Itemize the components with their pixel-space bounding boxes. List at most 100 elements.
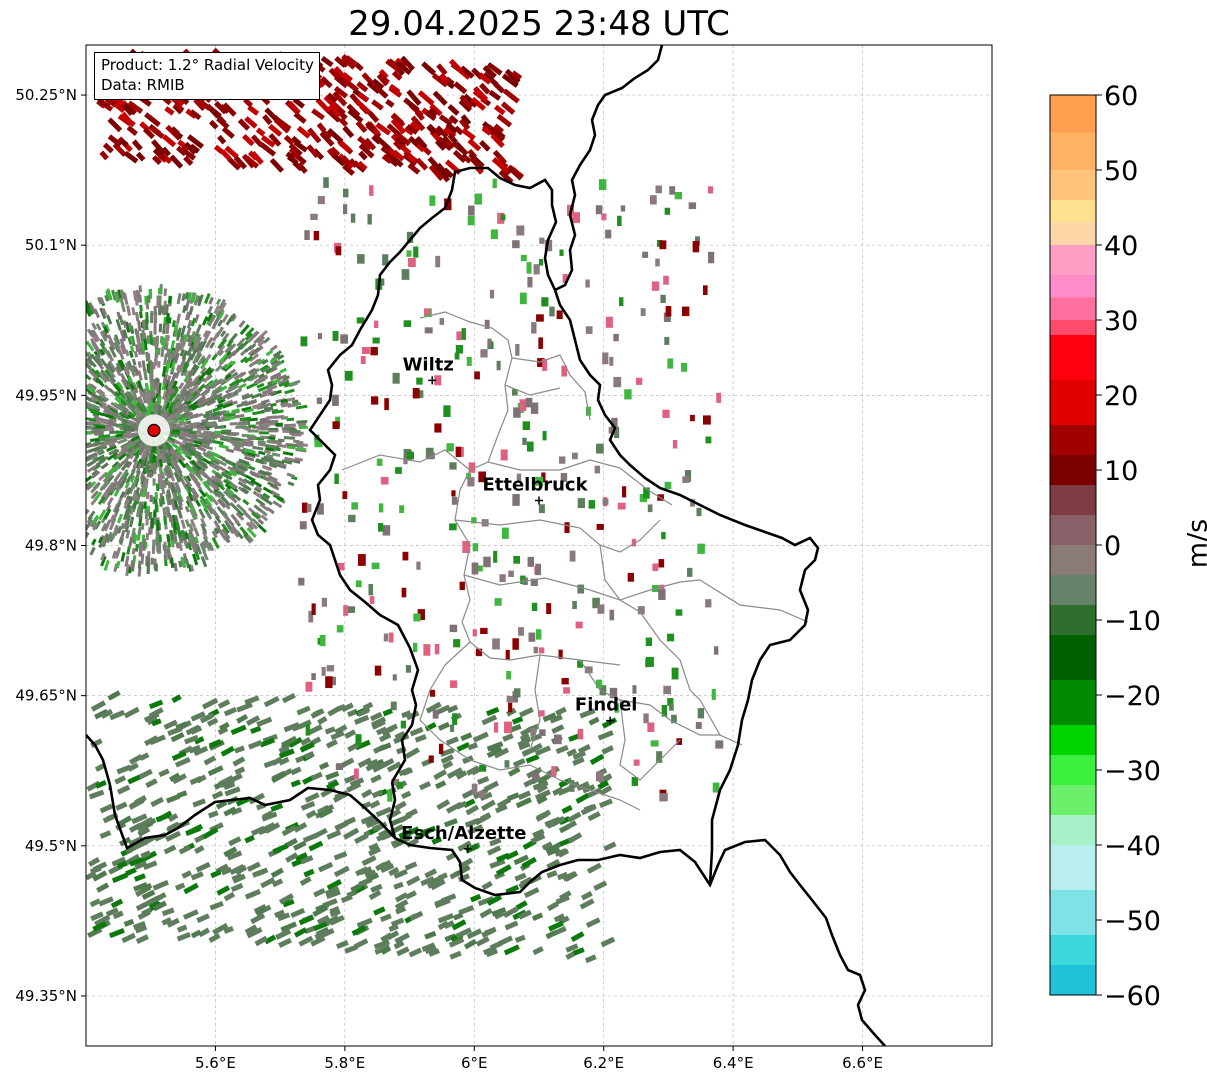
velocity-echo <box>177 458 187 469</box>
velocity-echo <box>223 925 234 934</box>
velocity-echo <box>393 869 408 879</box>
velocity-echo <box>123 918 135 927</box>
velocity-echo <box>241 441 254 447</box>
velocity-echo <box>236 421 249 426</box>
velocity-echo <box>171 442 183 453</box>
velocity-echo <box>192 553 199 566</box>
velocity-echo <box>272 350 282 358</box>
velocity-echo <box>121 932 136 944</box>
velocity-echo <box>111 856 127 867</box>
velocity-echo <box>533 264 540 275</box>
velocity-echo <box>212 379 220 387</box>
velocity-echo <box>119 289 125 300</box>
velocity-echo <box>432 709 439 719</box>
velocity-echo <box>406 89 422 106</box>
velocity-echo <box>380 932 393 943</box>
velocity-echo <box>148 899 160 909</box>
velocity-echo <box>115 560 121 569</box>
velocity-echo <box>164 106 175 116</box>
velocity-echo <box>485 706 500 717</box>
velocity-echo <box>224 416 235 421</box>
velocity-echo <box>178 541 183 552</box>
velocity-echo <box>215 481 226 491</box>
velocity-echo <box>355 580 362 588</box>
velocity-echo <box>437 920 449 930</box>
velocity-echo <box>127 762 139 772</box>
velocity-echo <box>179 335 185 343</box>
velocity-echo <box>472 629 477 637</box>
velocity-echo <box>371 78 385 90</box>
velocity-echo <box>132 920 146 930</box>
velocity-echo <box>326 147 337 158</box>
velocity-echo <box>232 756 246 767</box>
velocity-echo <box>105 290 112 301</box>
velocity-echo <box>158 534 162 542</box>
velocity-echo <box>204 340 212 349</box>
velocity-echo <box>512 240 520 249</box>
velocity-echo <box>317 503 324 515</box>
velocity-echo <box>471 517 477 524</box>
velocity-echo <box>174 485 181 494</box>
velocity-echo <box>117 348 125 361</box>
velocity-echo <box>127 322 133 330</box>
velocity-echo <box>254 935 268 947</box>
velocity-echo <box>170 340 176 350</box>
velocity-echo <box>184 425 197 430</box>
velocity-echo <box>121 441 133 450</box>
velocity-echo <box>669 186 676 195</box>
velocity-echo <box>132 446 140 454</box>
velocity-echo <box>382 254 389 266</box>
colorbar-tick-label: 30 <box>1104 306 1138 337</box>
velocity-echo <box>117 438 128 445</box>
velocity-echo <box>94 763 106 772</box>
velocity-echo <box>188 369 195 378</box>
velocity-echo <box>259 142 277 157</box>
velocity-echo <box>394 899 409 910</box>
velocity-echo <box>91 322 98 331</box>
velocity-echo <box>140 475 145 485</box>
velocity-echo <box>173 102 185 113</box>
velocity-echo <box>261 358 269 365</box>
velocity-echo <box>173 562 178 572</box>
velocity-echo <box>211 410 221 417</box>
velocity-echo <box>563 687 570 694</box>
velocity-echo <box>286 445 296 450</box>
velocity-echo <box>127 445 134 453</box>
velocity-echo <box>172 523 177 531</box>
velocity-echo <box>488 89 502 101</box>
velocity-echo <box>116 815 133 827</box>
velocity-echo <box>478 82 491 95</box>
velocity-echo <box>392 372 400 384</box>
velocity-echo <box>188 307 194 315</box>
velocity-echo <box>175 522 181 534</box>
velocity-echo <box>211 353 218 361</box>
velocity-echo <box>541 472 546 483</box>
velocity-echo <box>195 861 211 873</box>
velocity-echo <box>135 151 146 162</box>
velocity-echo <box>394 800 407 811</box>
velocity-echo <box>190 871 204 881</box>
velocity-echo <box>608 426 617 434</box>
velocity-echo <box>566 748 578 757</box>
velocity-echo <box>274 422 283 427</box>
velocity-echo <box>208 933 221 943</box>
velocity-echo <box>128 536 134 548</box>
velocity-echo <box>227 465 237 473</box>
velocity-echo <box>505 850 519 861</box>
velocity-echo <box>500 449 508 461</box>
velocity-echo <box>378 503 384 513</box>
velocity-echo <box>230 314 237 322</box>
velocity-echo <box>357 254 365 264</box>
velocity-echo <box>222 399 233 406</box>
velocity-echo <box>291 858 303 868</box>
velocity-echo <box>598 798 613 809</box>
velocity-echo <box>94 431 104 436</box>
velocity-echo <box>370 883 383 893</box>
velocity-echo <box>408 947 423 958</box>
velocity-echo <box>378 732 392 743</box>
velocity-echo <box>207 765 224 777</box>
velocity-echo <box>296 446 307 452</box>
velocity-echo <box>572 601 577 610</box>
velocity-echo <box>268 123 283 137</box>
